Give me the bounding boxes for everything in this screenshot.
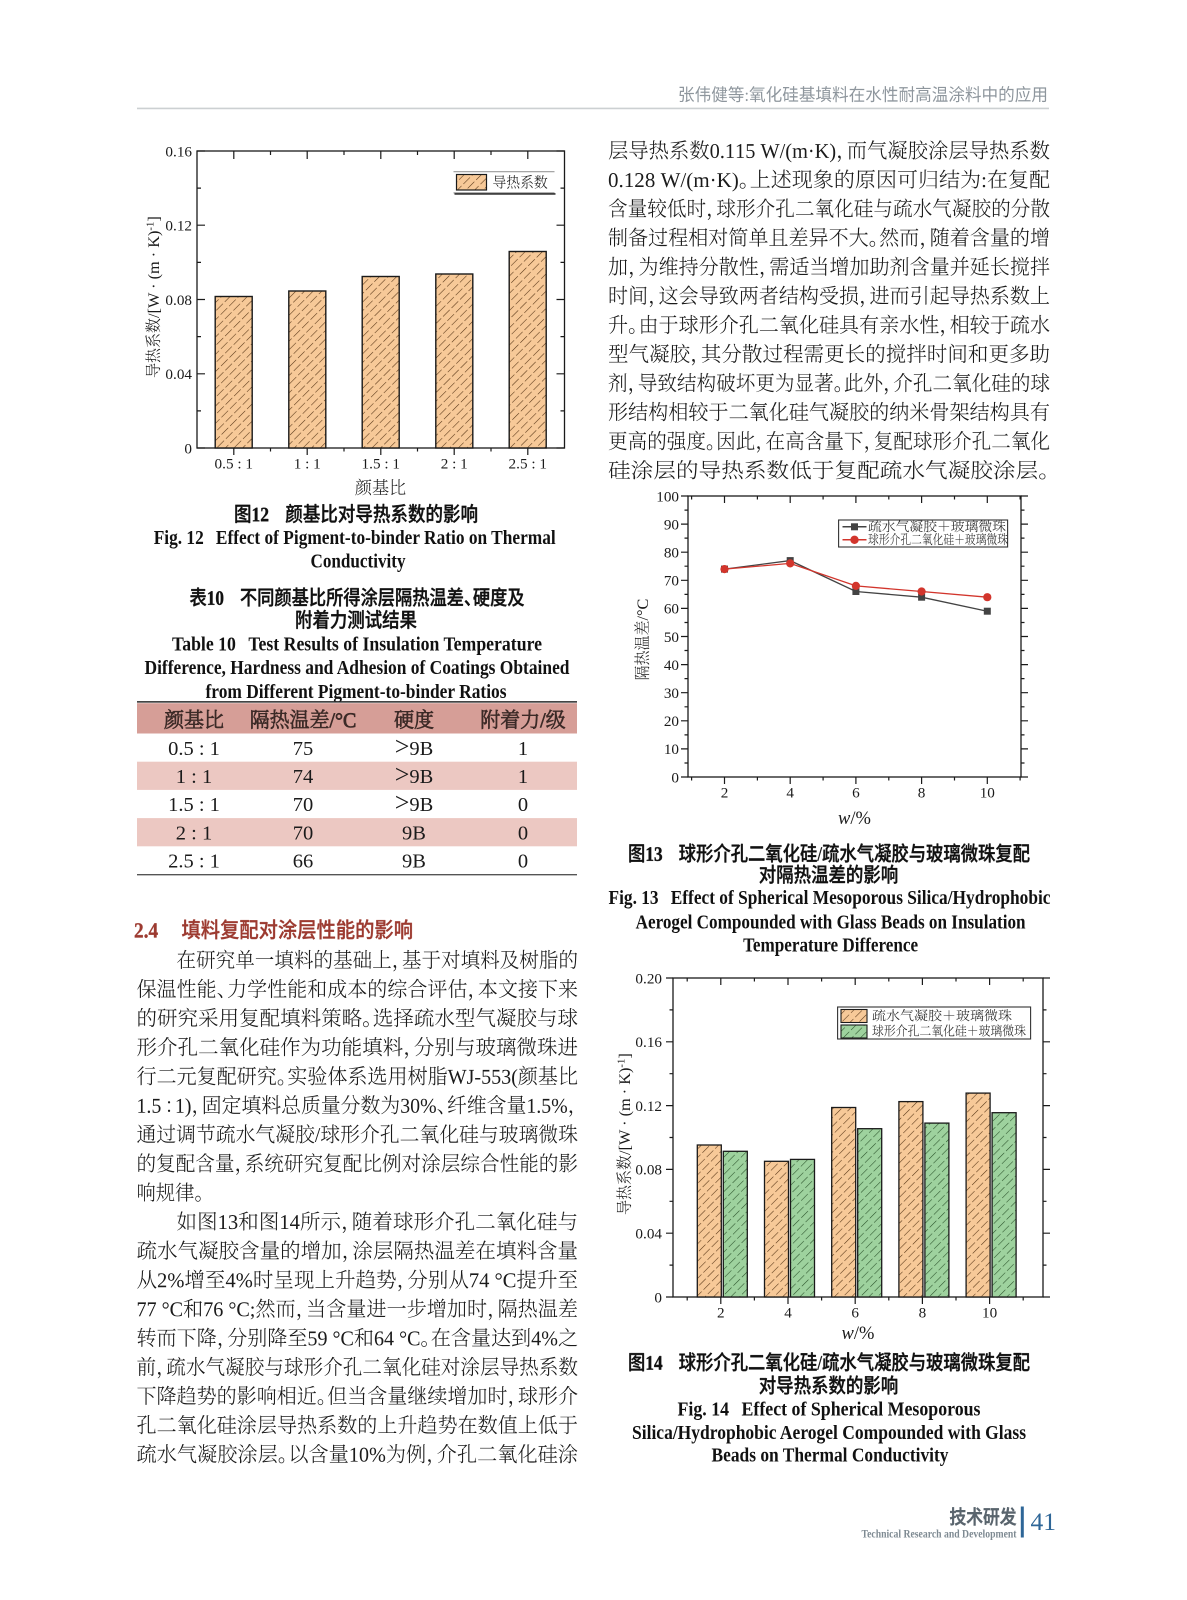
svg-text:0.5 : 1: 0.5 : 1 xyxy=(215,456,253,473)
svg-text:30: 30 xyxy=(664,685,680,702)
svg-text:Technical Research and Develop: Technical Research and Development xyxy=(862,1528,1017,1541)
svg-text:70: 70 xyxy=(293,794,314,816)
svg-text:80: 80 xyxy=(664,545,680,562)
svg-text:8: 8 xyxy=(919,1305,927,1322)
svg-text:1.5 : 1: 1.5 : 1 xyxy=(168,794,220,816)
svg-text:Aerogel Compounded with Glass: Aerogel Compounded with Glass Beads on I… xyxy=(636,912,1026,934)
svg-text:70: 70 xyxy=(664,573,680,590)
svg-text:0.5 : 1: 0.5 : 1 xyxy=(168,738,220,760)
svg-text:2: 2 xyxy=(717,1305,725,1322)
svg-text:8: 8 xyxy=(918,785,926,802)
svg-text:9B: 9B xyxy=(402,822,426,844)
svg-text:0: 0 xyxy=(518,851,528,873)
svg-text:w/%: w/% xyxy=(842,1324,875,1344)
svg-text:0: 0 xyxy=(671,769,679,786)
svg-text:Silica/Hydrophobic Aerogel Com: Silica/Hydrophobic Aerogel Compounded wi… xyxy=(632,1422,1026,1444)
svg-text:0.16: 0.16 xyxy=(165,143,192,160)
svg-text:4: 4 xyxy=(786,785,794,802)
svg-text:0.04: 0.04 xyxy=(165,366,192,383)
svg-text:10: 10 xyxy=(980,785,996,802)
svg-text:10: 10 xyxy=(664,741,680,758)
svg-text:0: 0 xyxy=(654,1289,662,1306)
svg-text:0.16: 0.16 xyxy=(635,1034,662,1051)
svg-text:1: 1 xyxy=(518,766,528,788)
svg-text:50: 50 xyxy=(664,629,680,646)
svg-text:Beads on Thermal Conductivity: Beads on Thermal Conductivity xyxy=(712,1445,949,1467)
svg-text:10: 10 xyxy=(982,1305,998,1322)
svg-text:/°C: /°C xyxy=(633,599,652,621)
svg-text:0.08: 0.08 xyxy=(635,1162,662,1179)
svg-text:1: 1 xyxy=(518,738,528,760)
svg-text:70: 70 xyxy=(293,822,314,844)
svg-text:2.5 : 1: 2.5 : 1 xyxy=(168,851,220,873)
svg-text:1.5 : 1: 1.5 : 1 xyxy=(362,456,400,473)
svg-text:66: 66 xyxy=(293,851,314,873)
svg-text:2 : 1: 2 : 1 xyxy=(176,822,212,844)
svg-text:0: 0 xyxy=(518,822,528,844)
svg-text:w/%: w/% xyxy=(838,809,871,829)
svg-text:Conductivity: Conductivity xyxy=(311,550,406,572)
svg-text:Temperature Difference: Temperature Difference xyxy=(743,934,918,956)
svg-text:0.08: 0.08 xyxy=(165,292,192,309)
svg-text:0.12: 0.12 xyxy=(165,218,192,235)
svg-text:90: 90 xyxy=(664,516,680,533)
svg-text:/[W · (m · K)-1]: /[W · (m · K)-1] xyxy=(615,1053,634,1155)
svg-text:Difference, Hardness and Adhes: Difference, Hardness and Adhesion of Coa… xyxy=(145,657,570,679)
svg-text:1 : 1: 1 : 1 xyxy=(294,456,321,473)
svg-text:/[W · (m · K)-1]: /[W · (m · K)-1] xyxy=(144,216,163,318)
svg-text:41: 41 xyxy=(1031,1507,1057,1536)
svg-text:2: 2 xyxy=(721,785,729,802)
svg-text:0.12: 0.12 xyxy=(635,1098,662,1115)
svg-text:2.5 : 1: 2.5 : 1 xyxy=(509,456,547,473)
svg-text:20: 20 xyxy=(664,713,680,730)
svg-text:74: 74 xyxy=(293,766,314,788)
svg-text:60: 60 xyxy=(664,601,680,618)
svg-text:from Different Pigment-to-bind: from Different Pigment-to-binder Ratios xyxy=(206,681,507,703)
svg-text:100: 100 xyxy=(656,488,679,505)
svg-text:0: 0 xyxy=(518,794,528,816)
svg-text:0: 0 xyxy=(184,440,192,457)
svg-text:2 : 1: 2 : 1 xyxy=(441,456,468,473)
svg-text:6: 6 xyxy=(852,785,860,802)
svg-text:6: 6 xyxy=(851,1305,859,1322)
svg-text:0.04: 0.04 xyxy=(635,1226,662,1243)
svg-text:40: 40 xyxy=(664,657,680,674)
svg-text:4: 4 xyxy=(784,1305,792,1322)
svg-text:0.20: 0.20 xyxy=(635,970,662,987)
svg-text:1 : 1: 1 : 1 xyxy=(176,766,212,788)
svg-text:9B: 9B xyxy=(402,851,426,873)
svg-text:75: 75 xyxy=(293,738,314,760)
